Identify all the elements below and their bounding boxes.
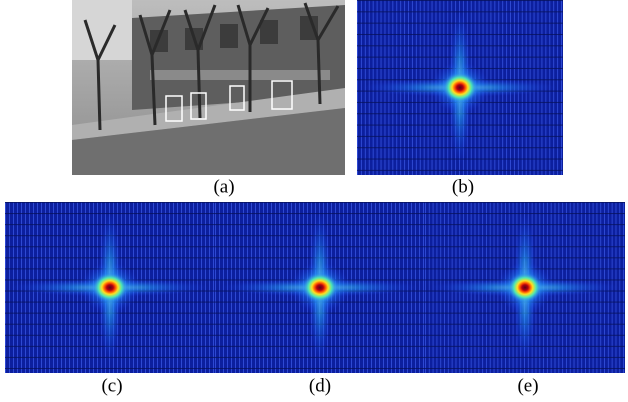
panel-label: (e) xyxy=(517,375,538,396)
spectrum-e xyxy=(425,202,625,373)
panel-label: (d) xyxy=(309,375,331,396)
photo xyxy=(72,0,345,175)
spectrum-c xyxy=(5,202,215,373)
spectrum-b xyxy=(357,0,563,175)
panel-label: (c) xyxy=(101,375,122,396)
panel-label: (a) xyxy=(213,176,234,197)
panel-label: (b) xyxy=(452,176,474,197)
spectrum-d xyxy=(215,202,425,373)
